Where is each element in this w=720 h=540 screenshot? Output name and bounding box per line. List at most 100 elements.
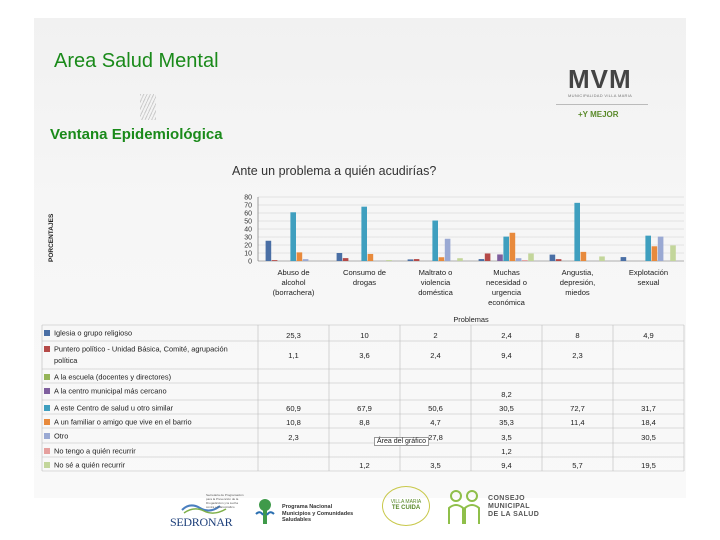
legend-swatch xyxy=(44,448,50,455)
bar xyxy=(503,236,509,261)
bar xyxy=(361,206,367,261)
table-row-label: Iglesia o grupo religioso xyxy=(44,328,132,342)
legend-swatch xyxy=(44,405,50,412)
cm-line-2: MUNICIPAL xyxy=(488,503,530,510)
legend-swatch xyxy=(44,433,50,440)
bar xyxy=(580,251,587,261)
cm-line-3: DE LA SALUD xyxy=(488,511,540,518)
bar xyxy=(522,260,528,261)
page-subtitle: Ventana Epidemiológica xyxy=(50,126,223,143)
consejo-municipal-text: CONSEJO MUNICIPAL DE LA SALUD xyxy=(488,495,539,519)
table-cell-value: 10,8 xyxy=(286,418,301,427)
bar xyxy=(457,258,463,261)
x-tick-label: alcohol xyxy=(281,278,305,287)
table-cell-value: 5,7 xyxy=(572,461,583,470)
table-cell-value: 2,4 xyxy=(501,331,512,340)
bar xyxy=(432,220,438,261)
x-tick-label: Maltrato o xyxy=(419,268,453,277)
bar xyxy=(599,256,605,261)
bar xyxy=(265,240,272,261)
x-tick-label: drogas xyxy=(353,278,376,287)
series-name: Otro xyxy=(54,431,69,441)
vm-line-1: VILLA MARIA xyxy=(390,499,422,505)
sedronar-emblem xyxy=(181,504,227,514)
table-cell-value: 3,5 xyxy=(501,433,512,442)
x-tick-label: Angustia, xyxy=(562,268,594,277)
table-cell-value: 30,5 xyxy=(641,433,656,442)
bar xyxy=(515,258,522,261)
x-tick-label: Abuso de xyxy=(277,268,309,277)
bar xyxy=(555,259,562,261)
x-tick-label: violencia xyxy=(421,278,451,287)
table-row-label: A un familiar o amigo que vive en el bar… xyxy=(44,417,192,431)
bar xyxy=(336,253,343,261)
table-cell-value: 2,4 xyxy=(430,351,441,360)
table-cell-value: 1,1 xyxy=(288,351,299,360)
table-cell-value: 10 xyxy=(360,331,368,340)
x-tick-label: Consumo de xyxy=(343,268,386,277)
chart-title: Ante un problema a quién acudirías? xyxy=(232,164,437,178)
y-tick-label: 60 xyxy=(244,211,252,218)
table-cell-value: 50,6 xyxy=(428,404,443,413)
y-tick-label: 50 xyxy=(244,219,252,226)
legend-swatch xyxy=(44,462,50,469)
table-cell-value: 4,9 xyxy=(643,331,654,340)
table-row-label: A la centro municipal más cercano xyxy=(44,386,167,400)
bar xyxy=(657,236,664,261)
table-row-label: Puntero político - Unidad Básica, Comité… xyxy=(44,344,228,358)
mvm-logo: MVM MUNICIPALIDAD VILLA MARIA xyxy=(568,64,648,98)
legend-swatch xyxy=(44,374,50,381)
x-tick-label: económica xyxy=(488,298,525,307)
villa-maria-te-cuida-badge xyxy=(382,486,430,526)
series-name: A la escuela (docentes y directores) xyxy=(54,372,172,382)
table-cell-value: 31,7 xyxy=(641,404,656,413)
logo-caption: MUNICIPALIDAD VILLA MARIA xyxy=(568,93,633,98)
y-tick-label: 0 xyxy=(248,259,252,266)
series-name: Iglesia o grupo religioso xyxy=(54,328,133,338)
y-tick-label: 20 xyxy=(244,243,252,250)
y-tick-label: 80 xyxy=(244,195,252,202)
table-cell-value: 30,5 xyxy=(499,404,514,413)
table-cell-value: 8,2 xyxy=(501,390,512,399)
table-cell-value: 9,4 xyxy=(501,351,512,360)
bar xyxy=(296,252,303,261)
logo-divider xyxy=(556,104,648,105)
series-name: No tengo a quién recurrir xyxy=(54,446,136,456)
table-cell-value: 60,9 xyxy=(286,404,301,413)
bar xyxy=(302,259,309,261)
x-tick-label: sexual xyxy=(638,278,660,287)
legend-swatch xyxy=(44,388,50,395)
programa-line-2: Municipios y Comunidades xyxy=(282,510,354,517)
table-cell-value: 9,4 xyxy=(501,461,512,470)
table-cell-value: 18,4 xyxy=(641,418,656,427)
table-row-label: No sé a quién recurrir xyxy=(44,460,125,474)
legend-swatch xyxy=(44,330,50,337)
x-tick-label: miedos xyxy=(565,288,590,297)
x-tick-label: (borrachera) xyxy=(273,288,315,297)
bar xyxy=(620,257,627,261)
table-cell-value: 1,2 xyxy=(501,447,512,456)
programa-line-3: Saludables xyxy=(282,517,312,523)
table-cell-value: 8 xyxy=(575,331,579,340)
logo-tagline: +Y MEJOR xyxy=(578,110,619,119)
bar xyxy=(549,254,556,261)
sedronar-description: Secretaría de Programación para la Preve… xyxy=(206,493,244,509)
legend-swatch xyxy=(44,346,50,353)
table-cell-value: 35,3 xyxy=(499,418,514,427)
table-cell-value: 3,6 xyxy=(359,351,370,360)
table-cell-value: 4,7 xyxy=(430,418,441,427)
y-tick-label: 40 xyxy=(244,227,252,234)
series-name: A la centro municipal más cercano xyxy=(54,386,167,396)
y-tick-label: 10 xyxy=(244,251,252,258)
x-tick-label: doméstica xyxy=(418,288,453,297)
table-row-label: No tengo a quién recurrir xyxy=(44,446,136,460)
bar xyxy=(670,245,676,261)
cm-line-1: CONSEJO xyxy=(488,495,526,502)
bar xyxy=(509,232,516,261)
chart-area-tooltip: Área del gráfico xyxy=(374,437,430,446)
villa-maria-te-cuida-text: VILLA MARIA TE CUIDA xyxy=(386,499,426,511)
x-axis-title: Problemas xyxy=(453,315,489,324)
bar xyxy=(444,238,451,261)
bar xyxy=(271,260,278,261)
